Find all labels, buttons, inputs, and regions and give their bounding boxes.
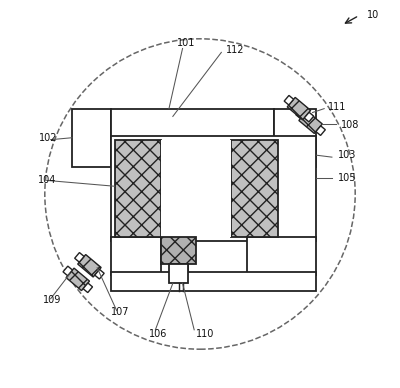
Bar (111, 272, 316, 291)
Bar (111, 237, 165, 275)
Text: 109: 109 (43, 294, 61, 305)
Bar (66, 268, 90, 291)
Bar (299, 111, 322, 133)
Bar (161, 237, 196, 264)
Bar (284, 95, 294, 105)
Bar (83, 283, 92, 293)
Text: 112: 112 (226, 45, 245, 55)
Bar (95, 269, 104, 279)
Bar (246, 237, 316, 275)
Bar (287, 97, 311, 120)
Text: 107: 107 (111, 307, 129, 317)
Bar (161, 237, 188, 275)
Bar (304, 112, 314, 122)
Text: 104: 104 (38, 175, 56, 185)
Bar (75, 253, 84, 262)
Bar (72, 109, 111, 167)
Text: 101: 101 (177, 38, 195, 48)
Text: 111: 111 (328, 102, 346, 112)
Bar (63, 266, 72, 276)
Bar (111, 136, 316, 241)
Bar (161, 140, 231, 237)
Text: 103: 103 (338, 150, 356, 160)
Text: 102: 102 (39, 133, 58, 143)
Bar (169, 264, 188, 283)
Text: 10: 10 (367, 10, 379, 20)
Bar (274, 109, 316, 167)
Text: 105: 105 (338, 173, 356, 183)
Bar (296, 109, 305, 119)
Bar (115, 140, 161, 237)
Bar (78, 255, 101, 277)
Bar (111, 109, 274, 140)
Text: 108: 108 (340, 120, 359, 130)
Text: 106: 106 (149, 329, 167, 339)
Bar (316, 126, 325, 135)
Bar (231, 140, 278, 237)
Text: 110: 110 (196, 329, 214, 339)
